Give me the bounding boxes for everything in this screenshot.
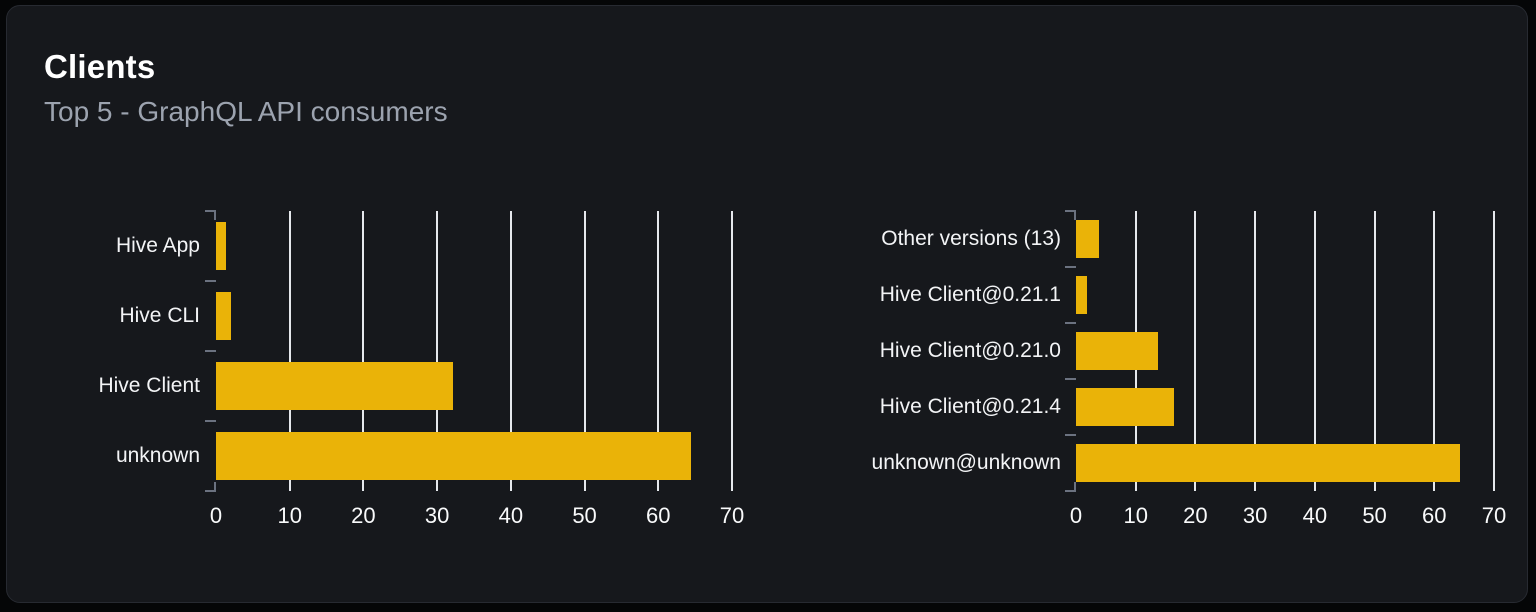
bar-hive-client-0-21-1[interactable]: [1076, 276, 1087, 314]
y-axis-domain-top: [214, 211, 216, 220]
category-label-hive-cli: Hive CLI: [119, 304, 200, 327]
y-axis-domain-top: [1074, 211, 1076, 220]
category-label-hive-client-0-21-0: Hive Client@0.21.0: [879, 339, 1061, 362]
bar-unknown-unknown[interactable]: [1076, 444, 1460, 482]
x-axis-tick-label-0: 0: [209, 503, 223, 528]
y-axis-tick: [205, 210, 216, 212]
x-axis-tick-label-30: 30: [1242, 503, 1268, 528]
y-axis-tick: [205, 420, 216, 422]
x-axis-tick-label-70: 70: [1481, 503, 1507, 528]
bar-unknown[interactable]: [216, 432, 691, 480]
category-label-hive-app: Hive App: [115, 234, 200, 257]
y-axis-tick: [1065, 322, 1076, 324]
bar-hive-app[interactable]: [216, 222, 227, 270]
category-label-hive-client: Hive Client: [98, 374, 200, 397]
y-axis-tick: [1065, 434, 1076, 436]
clients-card: Clients Top 5 - GraphQL API consumers 0 1…: [6, 5, 1528, 603]
x-axis-tick-label-30: 30: [424, 503, 450, 528]
bar-hive-client[interactable]: [216, 362, 454, 410]
y-axis-domain-bottom: [214, 482, 216, 491]
x-axis-tick-label-20: 20: [1183, 503, 1208, 528]
y-axis-tick: [1065, 378, 1076, 380]
card-subtitle: Top 5 - GraphQL API consumers: [44, 96, 448, 127]
y-axis-tick: [1065, 210, 1076, 212]
y-axis-domain-bottom: [1074, 482, 1076, 491]
card-title: Clients: [44, 48, 156, 85]
category-label-unknown: unknown: [115, 444, 200, 467]
y-axis-tick: [205, 490, 216, 492]
y-axis-tick: [205, 280, 216, 282]
category-label-other-versions-13: Other versions (13): [881, 227, 1061, 250]
x-axis-tick-label-60: 60: [646, 503, 671, 528]
x-axis-tick-label-10: 10: [277, 503, 302, 528]
x-axis-tick-label-0: 0: [1069, 503, 1083, 528]
y-axis-tick: [205, 350, 216, 352]
category-label-hive-client-0-21-1: Hive Client@0.21.1: [879, 283, 1061, 306]
bar-hive-cli[interactable]: [216, 292, 231, 340]
x-gridline-70: [1493, 211, 1495, 491]
x-axis-tick-label-70: 70: [719, 503, 745, 528]
y-axis-tick: [1065, 490, 1076, 492]
x-axis-tick-label-40: 40: [1302, 503, 1328, 528]
category-label-hive-client-0-21-4: Hive Client@0.21.4: [879, 395, 1061, 418]
x-axis-tick-label-10: 10: [1123, 503, 1148, 528]
bar-hive-client-0-21-0[interactable]: [1076, 332, 1158, 370]
x-axis-tick-label-60: 60: [1422, 503, 1447, 528]
bar-other-versions-13[interactable]: [1076, 220, 1100, 258]
bar-hive-client-0-21-4[interactable]: [1076, 388, 1174, 426]
x-gridline-70: [731, 211, 733, 491]
x-axis-tick-label-40: 40: [498, 503, 524, 528]
x-axis-tick-label-50: 50: [572, 503, 597, 528]
x-axis-tick-label-50: 50: [1362, 503, 1387, 528]
y-axis-tick: [1065, 266, 1076, 268]
x-axis-tick-label-20: 20: [351, 503, 376, 528]
